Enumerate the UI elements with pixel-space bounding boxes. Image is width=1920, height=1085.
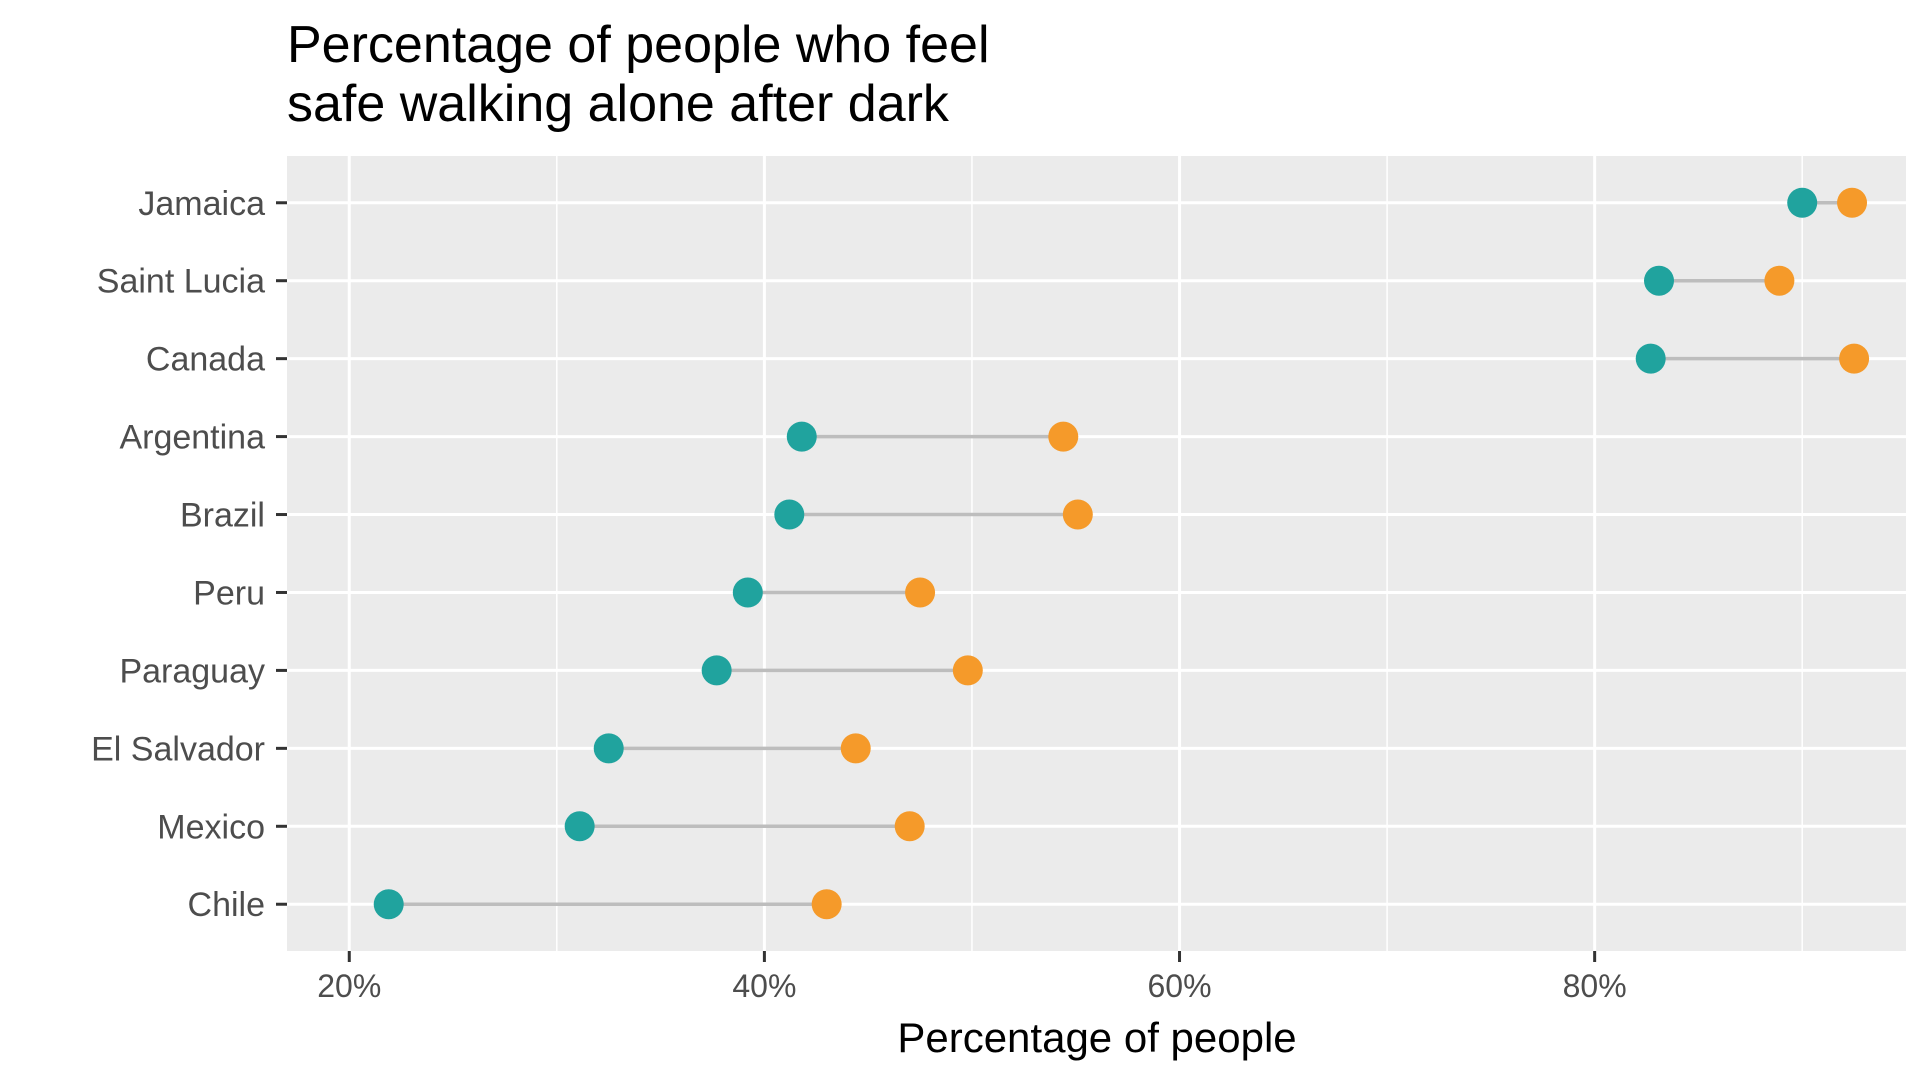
- teal-point: [1643, 265, 1674, 296]
- orange-point: [952, 655, 983, 686]
- y-tick-label: Saint Lucia: [97, 263, 265, 301]
- y-tick-label: Argentina: [119, 419, 265, 457]
- teal-point: [701, 655, 732, 686]
- y-tick-label: Canada: [146, 341, 265, 379]
- y-tick-label: Mexico: [157, 808, 265, 846]
- chart-title-line-1: Percentage of people who feel: [287, 16, 990, 74]
- x-tick-label: 60%: [1148, 968, 1212, 1004]
- teal-point: [774, 499, 805, 530]
- teal-point: [373, 889, 404, 920]
- x-tick-label: 80%: [1563, 968, 1627, 1004]
- orange-point: [894, 811, 925, 842]
- orange-point: [811, 889, 842, 920]
- y-tick-label: Brazil: [180, 497, 265, 535]
- x-axis: 20% 40% 60% 80%: [317, 951, 1627, 1004]
- x-tick-label: 40%: [732, 968, 796, 1004]
- y-axis: Jamaica Saint Lucia Canada Argentina Brazil P…: [91, 185, 287, 924]
- x-tick-label: 20%: [317, 968, 381, 1004]
- orange-point: [1839, 343, 1870, 374]
- teal-point: [1787, 187, 1818, 218]
- orange-point: [905, 577, 936, 608]
- point-layer: [373, 187, 1870, 920]
- teal-point: [564, 811, 595, 842]
- orange-point: [1837, 187, 1868, 218]
- y-tick-label: Chile: [188, 886, 265, 924]
- orange-point: [840, 733, 871, 764]
- y-tick-label: Peru: [193, 574, 265, 612]
- x-axis-title: Percentage of people: [897, 1014, 1296, 1061]
- teal-point: [786, 421, 817, 452]
- y-tick-label: El Salvador: [91, 730, 265, 768]
- teal-point: [732, 577, 763, 608]
- orange-point: [1062, 499, 1093, 530]
- y-tick-label: Jamaica: [138, 185, 265, 223]
- orange-point: [1048, 421, 1079, 452]
- teal-point: [1635, 343, 1666, 374]
- teal-point: [593, 733, 624, 764]
- segment-layer: [388, 201, 1855, 906]
- y-tick-label: Paraguay: [119, 652, 265, 690]
- orange-point: [1764, 265, 1795, 296]
- chart-title-line-2: safe walking alone after dark: [287, 75, 950, 133]
